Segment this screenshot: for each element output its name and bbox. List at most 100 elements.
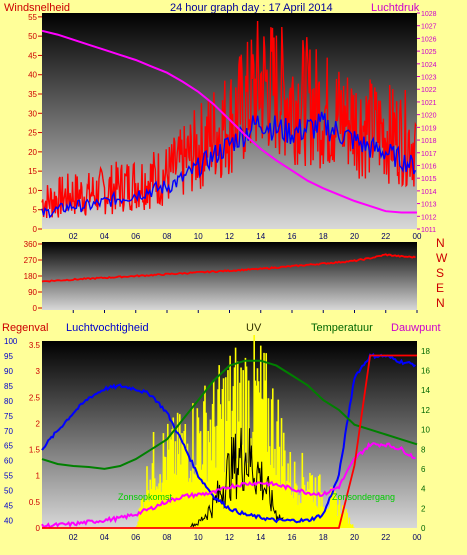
direction-tick-label: 270 [24,256,38,265]
wind-tick-label: 0 [33,225,38,234]
humidity-tick-label: 70 [4,427,13,436]
humidity-series-line [41,353,416,524]
x-tick-label: 08 [163,232,172,241]
temperature-tick-label: 8 [421,445,426,454]
sunset-label: Zonsondergang [332,492,395,502]
x-tick-label: 06 [131,533,140,542]
temperature-axis-title: Temperatuur [311,322,373,334]
wind-tick-label: 30 [28,109,37,118]
wind-tick-label: 40 [28,71,37,80]
direction-tick-label: 90 [28,288,37,297]
rain-tick-label: 1.5 [29,446,41,455]
x-tick-label: 10 [194,232,203,241]
pressure-tick-label: 1022 [421,87,437,94]
x-tick-label: 18 [319,533,328,542]
temperature-tick-label: 4 [421,485,426,494]
rain-tick-label: 2.5 [29,393,41,402]
wind-axis-title: Windsnelheid [4,2,70,14]
temperature-tick-label: 6 [421,465,426,474]
compass-letter: E [436,281,444,295]
pressure-tick-label: 1021 [421,100,437,107]
compass-letter: N [436,236,445,250]
pressure-tick-label: 1018 [421,138,437,145]
temperature-tick-label: 2 [421,504,426,513]
humidity-tick-label: 65 [4,442,13,451]
rain-tick-label: 3.5 [29,341,41,350]
direction-series-line [41,253,416,283]
wind-tick-label: 20 [28,148,37,157]
x-tick-label: 00 [413,533,422,542]
humidity-tick-label: 90 [4,367,13,376]
rain-tick-label: 1 [36,472,41,481]
wind-tick-label: 55 [28,13,37,22]
x-tick-label: 12 [225,232,234,241]
x-tick-label: 10 [194,533,203,542]
pressure-axis-title: Luchtdruk [371,2,420,14]
rain-axis-title: Regenval [2,322,48,334]
compass-letter: S [436,266,444,280]
pressure-tick-label: 1011 [421,227,436,234]
direction-tick-label: 0 [33,304,38,313]
rain-tick-label: 0.5 [29,498,41,507]
rain-tick-label: 3 [36,367,41,376]
x-tick-label: 14 [256,533,265,542]
x-tick-label: 04 [100,232,109,241]
chart-title: 24 hour graph day : 17 April 2014 [170,2,333,14]
pressure-tick-label: 1028 [421,11,437,18]
x-tick-label: 16 [288,232,297,241]
x-tick-label: 12 [225,533,234,542]
temperature-tick-label: 10 [421,426,430,435]
pressure-tick-label: 1016 [421,163,437,170]
humidity-tick-label: 55 [4,472,13,481]
x-tick-label: 02 [69,533,78,542]
humidity-tick-label: 80 [4,397,13,406]
wind-tick-label: 5 [33,206,38,215]
humidity-tick-label: 85 [4,382,13,391]
humidity-tick-label: 45 [4,502,13,511]
wind-tick-label: 25 [28,129,37,138]
temperature-tick-label: 16 [421,367,430,376]
x-tick-label: 22 [381,533,390,542]
gust-series-line [41,111,417,219]
temperature-tick-label: 18 [421,347,430,356]
humidity-tick-label: 40 [4,517,13,526]
x-tick-label: 02 [69,232,78,241]
x-tick-label: 14 [256,232,265,241]
wind-tick-label: 45 [28,51,37,60]
wind-tick-label: 10 [28,186,37,195]
uv-axis-title: UV [246,322,262,334]
humidity-tick-label: 50 [4,487,13,496]
pressure-tick-label: 1012 [421,214,437,221]
temperature-tick-label: 12 [421,406,430,415]
temperature-series-line [41,359,418,470]
humidity-axis-title: Luchtvochtigheid [66,322,149,334]
pressure-tick-label: 1027 [421,24,437,31]
wind-tick-label: 35 [28,90,37,99]
humidity-tick-label: 100 [4,337,18,346]
direction-tick-label: 360 [24,240,38,249]
pressure-tick-label: 1025 [421,49,437,56]
humidity-tick-label: 95 [4,352,13,361]
pressure-tick-label: 1013 [421,202,437,209]
rain-tick-label: 0 [36,524,41,533]
pressure-tick-label: 1023 [421,75,437,82]
sunrise-label: Zonsopkomst [118,492,173,502]
temperature-tick-label: 14 [421,386,430,395]
x-tick-label: 22 [381,232,390,241]
pressure-tick-label: 1017 [421,151,437,158]
direction-plot-area [42,242,417,310]
wind-series-line [41,20,417,219]
wind-tick-label: 15 [28,167,37,176]
x-tick-label: 06 [131,232,140,241]
compass-letter: W [436,251,448,265]
x-tick-label: 20 [350,533,359,542]
x-tick-label: 04 [100,533,109,542]
compass-letter: N [436,296,445,310]
pressure-tick-label: 1015 [421,176,437,183]
wind-tick-label: 50 [28,32,37,41]
solar-series-line [190,427,284,529]
pressure-tick-label: 1019 [421,125,437,132]
x-tick-label: 00 [413,232,422,241]
humidity-tick-label: 75 [4,412,13,421]
